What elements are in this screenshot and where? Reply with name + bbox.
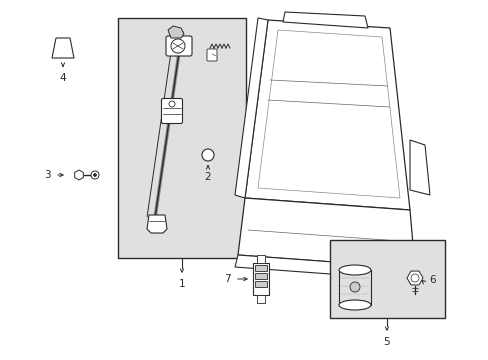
Polygon shape — [235, 255, 414, 280]
Circle shape — [349, 282, 359, 292]
Text: 7: 7 — [223, 274, 230, 284]
Text: 2: 2 — [204, 172, 211, 182]
Text: 1: 1 — [178, 279, 185, 289]
Polygon shape — [244, 20, 409, 210]
Circle shape — [93, 174, 96, 176]
Polygon shape — [283, 12, 367, 28]
Text: 3: 3 — [43, 170, 50, 180]
Bar — [254, 281, 266, 287]
Bar — [257, 295, 264, 303]
Polygon shape — [168, 26, 183, 38]
Bar — [254, 273, 266, 279]
Polygon shape — [238, 198, 414, 268]
Circle shape — [171, 39, 184, 53]
Circle shape — [202, 149, 214, 161]
Bar — [118, 18, 245, 258]
Text: 5: 5 — [383, 337, 389, 347]
Text: 6: 6 — [429, 275, 435, 285]
Circle shape — [91, 171, 99, 179]
Bar — [257, 255, 264, 263]
Ellipse shape — [338, 265, 370, 275]
Text: 4: 4 — [60, 73, 66, 83]
Polygon shape — [235, 18, 267, 198]
FancyBboxPatch shape — [161, 99, 182, 123]
Bar — [254, 265, 266, 271]
FancyBboxPatch shape — [206, 49, 217, 61]
Polygon shape — [147, 215, 167, 233]
FancyBboxPatch shape — [165, 36, 192, 56]
Polygon shape — [409, 140, 429, 195]
Bar — [329, 240, 444, 318]
Polygon shape — [52, 38, 74, 58]
Bar — [252, 263, 268, 295]
Ellipse shape — [338, 300, 370, 310]
